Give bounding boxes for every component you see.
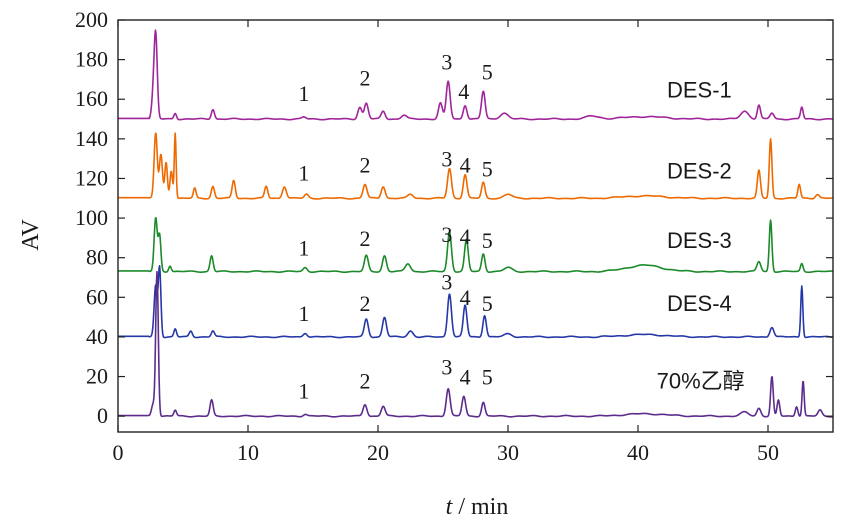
- peak-label-1-3: 4: [460, 153, 471, 178]
- y-tick-label-5: 100: [75, 205, 108, 230]
- x-axis-title: t / min: [446, 494, 509, 520]
- peak-label-0-2: 3: [441, 50, 452, 75]
- peak-label-4-2: 3: [441, 355, 452, 380]
- y-tick-label-1: 20: [86, 364, 108, 389]
- peak-label-2-0: 1: [298, 236, 309, 261]
- peak-label-0-0: 1: [298, 81, 309, 106]
- x-tick-label-1: 10: [237, 440, 259, 465]
- x-tick-label-2: 20: [367, 440, 389, 465]
- peak-label-1-1: 2: [360, 153, 371, 178]
- plot-frame: [117, 19, 834, 433]
- series-label-4: 70%乙醇: [657, 368, 745, 393]
- series-line-2: [117, 217, 834, 274]
- x-tick-label-0: 0: [113, 440, 124, 465]
- series-label-3: DES-4: [667, 291, 732, 316]
- x-axis-title-var: t: [446, 494, 454, 520]
- y-tick-label-10: 200: [75, 7, 108, 32]
- series-line-0: [117, 29, 834, 121]
- y-tick-label-4: 80: [86, 245, 108, 270]
- peak-label-2-4: 5: [482, 228, 493, 253]
- peak-label-1-2: 3: [441, 147, 452, 172]
- peak-label-0-4: 5: [482, 59, 493, 84]
- series-label-2: DES-3: [667, 228, 732, 253]
- peak-label-3-3: 4: [460, 285, 471, 310]
- axes: 0 10 20 30 40 50 0 20 40 60 80 100 120 140 160 180 200: [75, 7, 834, 465]
- y-tick-label-9: 180: [75, 47, 108, 72]
- series-label-1: DES-2: [667, 158, 732, 183]
- peak-label-2-2: 3: [441, 222, 452, 247]
- peak-label-4-1: 2: [360, 368, 371, 393]
- x-tick-label-3: 30: [497, 440, 519, 465]
- y-tick-label-8: 160: [75, 86, 108, 111]
- peak-label-4-0: 1: [298, 378, 309, 403]
- series-line-3: [117, 264, 834, 339]
- peak-label-3-4: 5: [482, 291, 493, 316]
- peak-label-0-3: 4: [458, 79, 469, 104]
- series-line-4: [117, 270, 834, 418]
- y-tick-label-3: 60: [86, 284, 108, 309]
- y-tick-label-2: 40: [86, 324, 108, 349]
- peak-label-4-4: 5: [482, 364, 493, 389]
- peak-label-1-4: 5: [482, 156, 493, 181]
- x-axis-title-unit: / min: [452, 494, 508, 520]
- peak-label-2-1: 2: [360, 226, 371, 251]
- x-tick-label-5: 50: [757, 440, 779, 465]
- series-label-0: DES-1: [667, 77, 732, 102]
- series-group: [117, 29, 834, 418]
- peak-label-2-3: 4: [460, 224, 471, 249]
- y-tick-label-6: 120: [75, 165, 108, 190]
- peak-label-1-0: 1: [298, 160, 309, 185]
- y-tick-label-7: 140: [75, 126, 108, 151]
- peak-label-3-0: 1: [298, 301, 309, 326]
- x-tick-label-4: 40: [627, 440, 649, 465]
- peak-label-3-1: 2: [360, 291, 371, 316]
- y-tick-label-0: 0: [97, 403, 108, 428]
- peak-label-0-1: 2: [360, 65, 371, 90]
- peak-label-4-3: 4: [460, 364, 471, 389]
- peak-label-3-2: 3: [441, 269, 452, 294]
- y-axis-title: AV: [18, 219, 44, 251]
- series-line-1: [117, 132, 834, 200]
